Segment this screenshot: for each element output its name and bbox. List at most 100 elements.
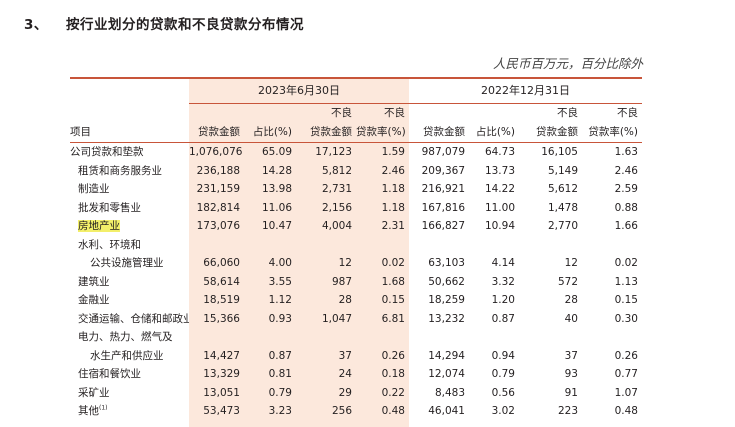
- cell: 5,812: [321, 164, 352, 177]
- header-top-1: 不良: [331, 107, 352, 120]
- cell: 12: [338, 257, 352, 269]
- cell: 572: [557, 275, 578, 288]
- cell: 173,076: [196, 220, 240, 232]
- row-label: 建筑业: [78, 275, 110, 288]
- cell: 0.79: [491, 368, 515, 380]
- cell: 63,103: [428, 257, 465, 269]
- cell: 58,614: [203, 275, 240, 288]
- cell: 0.18: [381, 368, 405, 380]
- row-label: 交通运输、仓储和邮政业: [78, 312, 189, 325]
- row-label: 住宿和餐饮业: [78, 368, 141, 380]
- cell: 1.18: [381, 183, 405, 195]
- row-label: 采矿业: [78, 386, 110, 399]
- cell: 18,259: [428, 294, 465, 306]
- cell: 66,060: [203, 257, 240, 269]
- cell: 0.48: [381, 405, 405, 417]
- cell: 28: [564, 294, 578, 306]
- cell: 0.48: [614, 405, 638, 417]
- cell: 2,731: [321, 183, 352, 195]
- cell: 231,159: [196, 183, 240, 195]
- cell: 0.15: [614, 294, 638, 306]
- cell: 10.94: [484, 220, 515, 232]
- cell: 1.07: [614, 386, 638, 399]
- cell: 3.55: [268, 275, 292, 288]
- table-row: 制造业 231,159 13.98 2,731 1.18 216,921 14.…: [70, 180, 642, 199]
- cell: 166,827: [421, 220, 465, 232]
- cell: 37: [564, 349, 578, 362]
- table-row: 其他(1) 53,473 3.23 256 0.48 46,041 3.02 2…: [70, 402, 642, 421]
- cell: 3.23: [268, 405, 292, 417]
- cell: 1.59: [381, 146, 405, 158]
- row-label: 制造业: [78, 183, 110, 195]
- cell: 37: [338, 349, 352, 362]
- section-title: 3、 按行业划分的贷款和不良贷款分布情况: [24, 13, 304, 33]
- row-label-text: 其他: [78, 405, 99, 417]
- cell: 24: [338, 368, 352, 380]
- period-2022: 2022年12月31日: [409, 79, 642, 104]
- cell: 2.46: [381, 164, 405, 177]
- unit-note: 人民币百万元，百分比除外: [492, 56, 643, 71]
- cell: 0.26: [614, 349, 638, 362]
- cell: 14.28: [261, 164, 292, 177]
- row-label: 水利、环境和: [78, 238, 141, 251]
- cell: 987,079: [421, 146, 465, 158]
- table-row: 公共设施管理业 66,060 4.00 12 0.02 63,103 4.14 …: [70, 254, 642, 273]
- cell: 4.14: [491, 257, 515, 269]
- cell: 8,483: [434, 386, 465, 399]
- cell: 0.87: [491, 312, 515, 325]
- table-row: 采矿业 13,051 0.79 29 0.22 8,483 0.56 91 1.…: [70, 384, 642, 403]
- row-label: 水生产和供应业: [90, 349, 164, 362]
- cell: 256: [331, 405, 352, 417]
- cell: 1,478: [547, 201, 578, 214]
- cell: 15,366: [203, 312, 240, 325]
- cell: 0.56: [491, 386, 515, 399]
- cell: 2.31: [381, 220, 405, 232]
- cell: 0.81: [268, 368, 292, 380]
- cell: 2,156: [321, 201, 352, 214]
- table-row: 水生产和供应业 14,427 0.87 37 0.26 14,294 0.94 …: [70, 347, 642, 366]
- row-label: 金融业: [78, 294, 110, 306]
- table-row: 水利、环境和: [70, 236, 642, 255]
- row-label: 公司贷款和垫款: [70, 146, 144, 158]
- header-top-row: 不良 不良 不良 不良: [70, 104, 642, 124]
- table-row: 房地产业 173,076 10.47 4,004 2.31 166,827 10…: [70, 217, 642, 236]
- cell: 40: [564, 312, 578, 325]
- cell: 2.59: [614, 183, 638, 195]
- cell: 3.32: [491, 275, 515, 288]
- section-number: 3、: [24, 17, 48, 33]
- cell: 13,232: [428, 312, 465, 325]
- cell: 13,329: [203, 368, 240, 380]
- row-label: 批发和零售业: [78, 201, 141, 214]
- cell: 14,427: [203, 349, 240, 362]
- cell: 65.09: [261, 146, 292, 158]
- cell: 5,149: [547, 164, 578, 177]
- cell: 1.12: [268, 294, 292, 306]
- row-label: 租赁和商务服务业: [78, 164, 162, 177]
- cell: 14.22: [484, 183, 515, 195]
- table-row: 住宿和餐饮业 13,329 0.81 24 0.18 12,074 0.79 9…: [70, 365, 642, 384]
- header-col: 占比(%): [244, 123, 296, 143]
- table-row: 批发和零售业 182,814 11.06 2,156 1.18 167,816 …: [70, 199, 642, 218]
- cell: 236,188: [196, 164, 240, 177]
- cell: 223: [557, 405, 578, 417]
- cell: 28: [338, 294, 352, 306]
- table-row: 建筑业 58,614 3.55 987 1.68 50,662 3.32 572…: [70, 273, 642, 292]
- cell: 0.26: [381, 349, 405, 362]
- header-col: 贷款金额: [189, 123, 244, 143]
- cell: 0.93: [268, 312, 292, 325]
- cell: 3.02: [491, 405, 515, 417]
- cell: 987: [331, 275, 352, 288]
- cell: 18,519: [203, 294, 240, 306]
- row-label: 公共设施管理业: [90, 257, 164, 269]
- period-2023: 2023年6月30日: [189, 79, 409, 104]
- cell: 216,921: [421, 183, 465, 195]
- cell: 13,051: [203, 386, 240, 399]
- cell: 1.20: [491, 294, 515, 306]
- header-top-3: 不良: [557, 107, 578, 120]
- cell: 0.15: [381, 294, 405, 306]
- top-rule: [70, 77, 642, 79]
- cell: 209,367: [421, 164, 465, 177]
- cell: 0.88: [614, 201, 638, 214]
- section-title-text: 按行业划分的贷款和不良贷款分布情况: [66, 17, 304, 33]
- cell: 1.66: [614, 220, 638, 232]
